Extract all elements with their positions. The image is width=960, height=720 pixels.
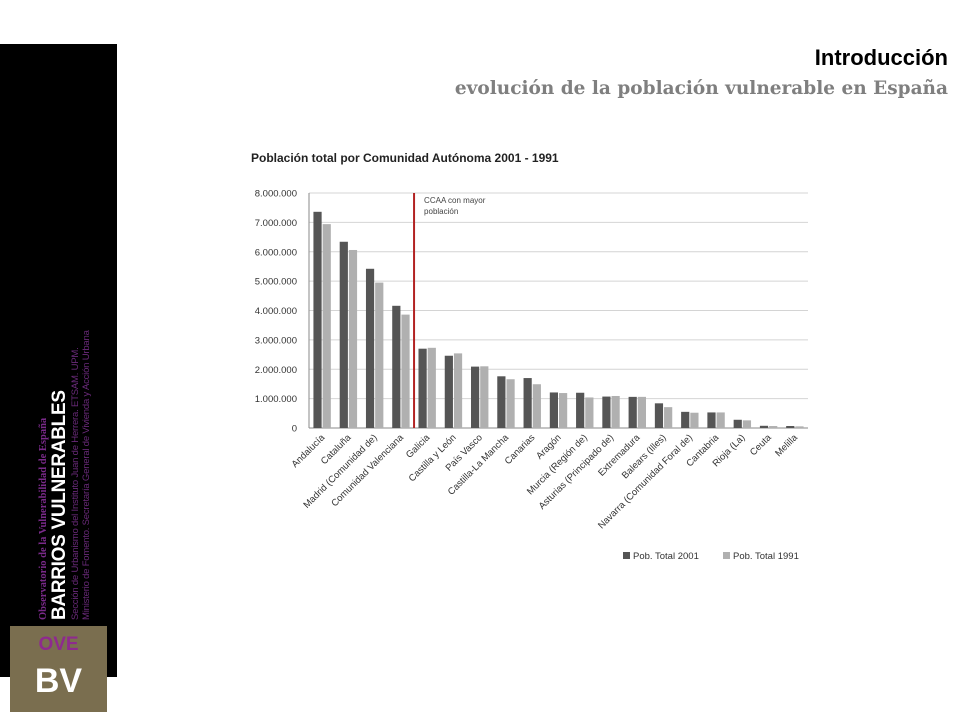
- logo-ove-text: OVE: [38, 634, 79, 655]
- legend-swatch-1991: [723, 552, 730, 559]
- bar-2001: [365, 268, 375, 428]
- legend-label-1991: Pob. Total 1991: [733, 551, 799, 562]
- bar-1991: [795, 426, 804, 428]
- bar-2001: [576, 392, 585, 428]
- bar-2001: [628, 396, 637, 428]
- population-bar-chart: 0 1.000.000 2.000.000 3.000.000 4.000.000 5.0…: [255, 189, 808, 562]
- bar-2001: [339, 241, 348, 428]
- bar-2001: [418, 348, 427, 428]
- bar-1991: [559, 393, 568, 428]
- bar-1991: [690, 412, 699, 428]
- bar-1991: [769, 426, 778, 428]
- y-tick-label: 3.000.000: [255, 335, 297, 346]
- bar-1991: [322, 224, 331, 428]
- bar-1991: [611, 395, 620, 428]
- y-tick-label: 1.000.000: [255, 394, 297, 405]
- y-tick-label: 4.000.000: [255, 306, 297, 317]
- y-tick-label: 2.000.000: [255, 365, 297, 376]
- bar-1991: [453, 353, 463, 428]
- y-tick-label: 8.000.000: [255, 189, 297, 200]
- bar-1991: [427, 347, 436, 428]
- logo-bv-text: BV: [34, 662, 83, 700]
- ministry-line: Ministerio de Fomento. Secretaría Genera…: [81, 330, 92, 620]
- y-tick-label: 6.000.000: [255, 247, 297, 258]
- bar-2001: [497, 376, 506, 428]
- bar-2001: [549, 392, 558, 428]
- chart-title: Población total por Comunidad Autónoma 2…: [251, 151, 559, 165]
- x-tick-label: Ceuta: [748, 432, 774, 458]
- bar-2001: [392, 305, 401, 428]
- bar-1991: [716, 412, 725, 428]
- annotation-text: población: [424, 207, 458, 216]
- bar-1991: [480, 366, 489, 428]
- page-title: Introducción: [814, 45, 948, 70]
- bar-2001: [733, 419, 742, 428]
- institute-line: Sección de Urbanismo del Instituto Juan …: [70, 347, 81, 620]
- x-tick-label: Melilla: [773, 432, 800, 459]
- page-subtitle: evolución de la población vulnerable en …: [454, 78, 948, 99]
- bar-1991: [506, 379, 515, 428]
- y-tick-label: 5.000.000: [255, 277, 297, 288]
- bar-2001: [523, 378, 532, 428]
- bar-2001: [707, 412, 716, 428]
- bar-1991: [532, 384, 541, 428]
- bar-2001: [313, 211, 322, 428]
- bar-1991: [401, 314, 410, 428]
- annotation-text: CCAA con mayor: [424, 196, 486, 205]
- bar-2001: [471, 366, 480, 428]
- bar-2001: [681, 411, 690, 428]
- legend-swatch-2001: [623, 552, 630, 559]
- bar-1991: [375, 282, 384, 428]
- bar-1991: [348, 249, 358, 428]
- legend-label-2001: Pob. Total 2001: [633, 551, 699, 562]
- bar-2001: [786, 426, 795, 428]
- y-tick-label: 7.000.000: [255, 218, 297, 229]
- y-tick-label: 0: [292, 424, 297, 435]
- x-tick-label: Andalucía: [290, 432, 328, 470]
- ove-bv-logo: OVE BV: [10, 626, 107, 712]
- bar-1991: [664, 407, 673, 428]
- bar-2001: [444, 355, 453, 428]
- brand-title: BARRIOS VULNERABLES: [49, 390, 70, 620]
- bar-2001: [602, 396, 611, 428]
- bar-1991: [585, 397, 594, 428]
- bar-2001: [654, 403, 664, 428]
- bar-1991: [637, 396, 646, 428]
- sidebar-text-block: Observatorio de la Vulnerabilidad de Esp…: [38, 260, 98, 620]
- bar-1991: [742, 420, 752, 428]
- bar-2001: [759, 425, 769, 428]
- sidebar: Observatorio de la Vulnerabilidad de Esp…: [0, 44, 117, 712]
